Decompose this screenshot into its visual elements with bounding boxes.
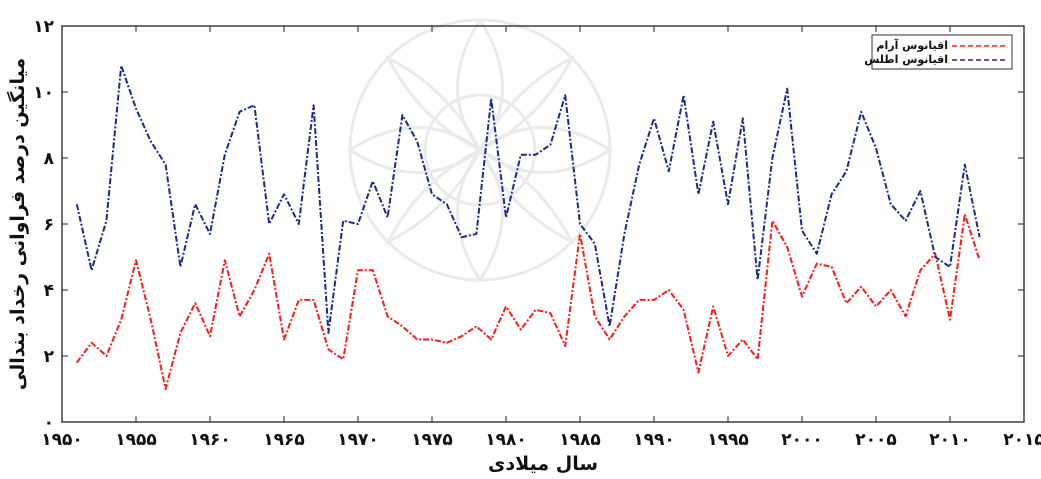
y-tick-label: ۸ [44, 149, 55, 169]
x-tick-label: ۲۰۱۰ [929, 430, 971, 450]
x-tick-label: ۲۰۰۰ [781, 430, 823, 450]
x-tick-label: ۲۰۰۵ [855, 430, 897, 450]
x-tick-label: ۱۹۸۰ [485, 430, 527, 450]
x-axis-title: سال میلادی [488, 453, 598, 475]
y-tick-label: ۶ [44, 215, 54, 235]
legend: اقیانوس آرام اقیانوس اطلس [864, 34, 1013, 70]
series-line-pacific [75, 213, 981, 390]
y-axis-title: میانگین درصد فراوانی رخداد بندالی [6, 58, 29, 390]
x-tick-label: ۱۹۹۵ [707, 430, 749, 450]
x-tick-label: ۲۰۱۵ [1003, 430, 1041, 450]
x-tick-label: ۱۹۹۰ [633, 430, 675, 450]
series-line-atlantic [75, 64, 981, 334]
x-tick-label: ۱۹۶۰ [189, 430, 231, 450]
legend-box [871, 34, 1013, 70]
x-tick-label: ۱۹۸۵ [559, 430, 601, 450]
x-tick-label: ۱۹۷۰ [337, 430, 379, 450]
y-tick-label: ۴ [44, 281, 54, 301]
x-tick-label: ۱۹۷۵ [411, 430, 453, 450]
legend-label-atlantic: اقیانوس اطلس [864, 53, 948, 66]
y-tick-label: ۱۲ [33, 17, 54, 37]
axis-ticks: ۱۹۵۰ ۱۹۵۵ ۱۹۶۰ ۱۹۶۵ ۱۹۷۰ ۱۹۷۵ ۱۹۸۰ ۱۹۸۵ ۱۹۹۰ ۱۹۹۵… [33, 17, 1041, 450]
series-lines [75, 64, 981, 390]
x-tick-label: ۱۹۵۰ [41, 430, 83, 450]
watermark-emblem [347, 17, 613, 283]
y-tick-label: ۲ [44, 347, 55, 367]
y-tick-label: ۰ [44, 413, 54, 433]
legend-label-pacific: اقیانوس آرام [876, 38, 948, 52]
x-tick-label: ۱۹۵۵ [115, 430, 157, 450]
x-tick-label: ۱۹۶۵ [263, 430, 305, 450]
y-tick-label: ۱۰ [33, 83, 54, 103]
